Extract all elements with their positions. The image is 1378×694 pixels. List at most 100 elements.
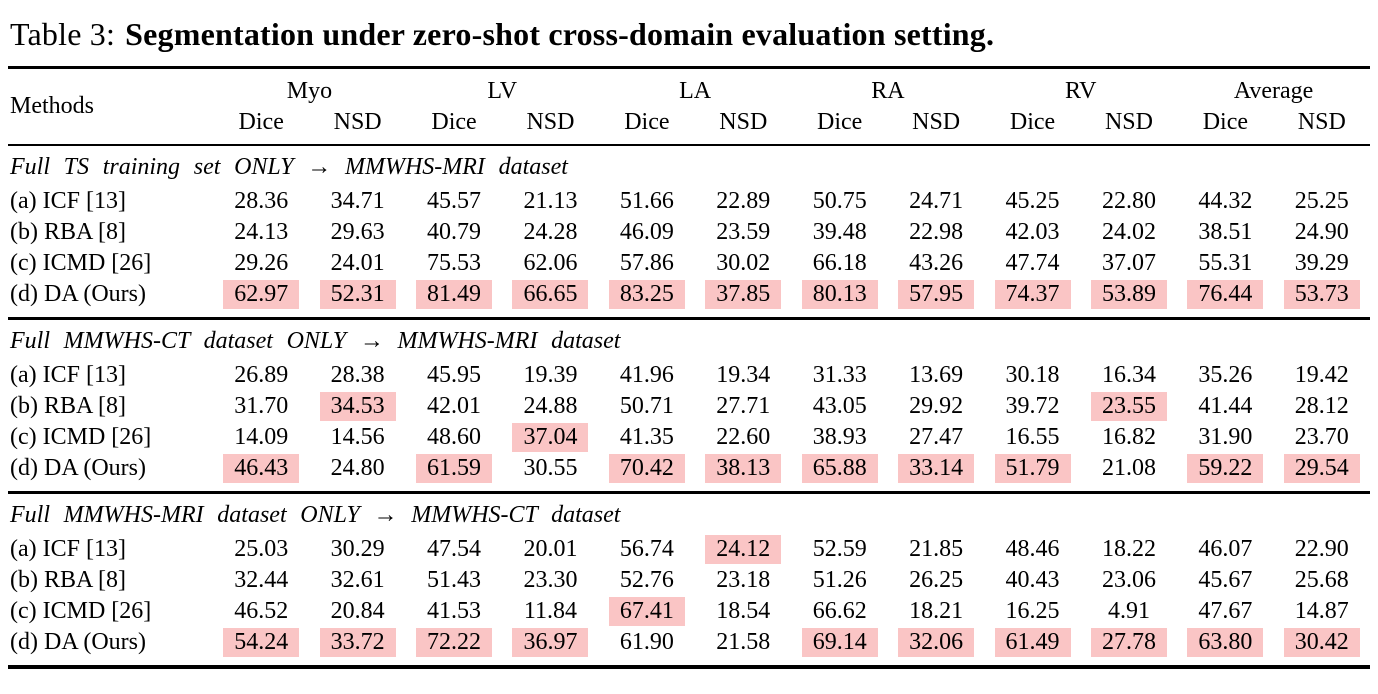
table-section: Full MMWHS-CT dataset ONLY → MMWHS-MRI d…	[8, 320, 1370, 494]
value: 20.84	[330, 598, 385, 624]
highlighted-value: 33.14	[898, 454, 975, 483]
value-cell: 61.90	[599, 628, 695, 657]
value-cell: 51.79	[984, 454, 1080, 483]
value: 35.26	[1198, 362, 1253, 388]
value: 22.60	[716, 424, 771, 450]
value: 24.13	[234, 219, 289, 245]
value: 66.62	[812, 598, 867, 624]
value-cell: 30.18	[984, 361, 1080, 390]
value-cell: 39.72	[984, 392, 1080, 421]
value: 41.96	[619, 362, 674, 388]
top-rule	[8, 66, 1370, 69]
value: 38.51	[1198, 219, 1253, 245]
value: 16.82	[1101, 424, 1156, 450]
value-cell: 32.61	[309, 566, 405, 595]
value: 51.43	[427, 567, 482, 593]
value: 31.90	[1198, 424, 1253, 450]
highlighted-value: 80.13	[801, 280, 878, 309]
value-cell: 56.74	[599, 535, 695, 564]
value-cell: 24.90	[1274, 218, 1370, 247]
value: 57.86	[619, 250, 674, 276]
value: 24.88	[523, 393, 578, 419]
highlighted-value: 65.88	[801, 454, 878, 483]
value: 21.08	[1101, 455, 1156, 481]
paper-table-page: Table 3: Segmentation under zero-shot cro…	[8, 8, 1370, 669]
value: 27.47	[909, 424, 964, 450]
value-cell: 20.84	[309, 597, 405, 626]
method-label: (a) ICF [13]	[10, 536, 126, 562]
value: 32.44	[234, 567, 289, 593]
highlighted-value: 67.41	[608, 597, 685, 626]
highlighted-value: 46.43	[223, 454, 300, 483]
value: 45.25	[1005, 188, 1060, 214]
header-rule	[8, 144, 1370, 146]
table-section: Full TS training set ONLY → MMWHS-MRI da…	[8, 146, 1370, 320]
highlighted-value: 37.04	[512, 423, 589, 452]
value-cell: 19.42	[1274, 361, 1370, 390]
value: 23.70	[1294, 424, 1349, 450]
value: 45.67	[1198, 567, 1253, 593]
value: 42.01	[427, 393, 482, 419]
method-label: (d) DA (Ours)	[10, 455, 146, 481]
value-cell: 18.21	[888, 597, 984, 626]
metric-header: Dice	[431, 109, 477, 135]
value-cell: 28.12	[1274, 392, 1370, 421]
value-cell: 80.13	[791, 280, 887, 309]
value-cell: 24.71	[888, 187, 984, 216]
value-cell: 67.41	[599, 597, 695, 626]
value-cell: 37.04	[502, 423, 598, 452]
table-row: (d) DA (Ours) 62.97 52.31 81.49 66.65 83.25 37…	[8, 279, 1370, 310]
method-label: (a) ICF [13]	[10, 362, 126, 388]
value: 21.85	[909, 536, 964, 562]
highlighted-value: 33.72	[319, 628, 396, 657]
value-cell: 42.01	[406, 392, 502, 421]
value-cell: 61.59	[406, 454, 502, 483]
table-row: (b) RBA [8] 24.13 29.63 40.79 24.28 46.09 23.5…	[8, 217, 1370, 248]
value: 30.02	[716, 250, 771, 276]
value-cell: 18.54	[695, 597, 791, 626]
value-cell: 46.52	[213, 597, 309, 626]
value-cell: 26.25	[888, 566, 984, 595]
value-cell: 50.75	[791, 187, 887, 216]
value-cell: 24.01	[309, 249, 405, 278]
highlighted-value: 74.37	[994, 280, 1071, 309]
value: 61.90	[619, 629, 674, 655]
value-cell: 74.37	[984, 280, 1080, 309]
value-cell: 38.93	[791, 423, 887, 452]
value: 42.03	[1005, 219, 1060, 245]
value-cell: 45.57	[406, 187, 502, 216]
value-cell: 21.85	[888, 535, 984, 564]
value-cell: 23.55	[1081, 392, 1177, 421]
value-cell: 30.42	[1274, 628, 1370, 657]
value: 48.46	[1005, 536, 1060, 562]
highlighted-value: 61.59	[416, 454, 493, 483]
value-cell: 41.44	[1177, 392, 1273, 421]
value-cell: 29.63	[309, 218, 405, 247]
value-cell: 19.39	[502, 361, 598, 390]
metric-header: Dice	[238, 109, 284, 135]
value: 14.09	[234, 424, 289, 450]
value-cell: 54.24	[213, 628, 309, 657]
value-cell: 39.29	[1274, 249, 1370, 278]
highlighted-value: 81.49	[416, 280, 493, 309]
table-caption: Table 3: Segmentation under zero-shot cro…	[8, 8, 1370, 66]
value: 16.25	[1005, 598, 1060, 624]
value: 24.02	[1101, 219, 1156, 245]
value: 39.29	[1294, 250, 1349, 276]
highlighted-value: 72.22	[416, 628, 493, 657]
table-caption-text: Segmentation under zero-shot cross-domai…	[125, 16, 995, 52]
value-cell: 29.92	[888, 392, 984, 421]
value-cell: 48.60	[406, 423, 502, 452]
value-cell: 46.43	[213, 454, 309, 483]
value-cell: 30.02	[695, 249, 791, 278]
value-cell: 32.06	[888, 628, 984, 657]
highlighted-value: 32.06	[898, 628, 975, 657]
value: 23.59	[716, 219, 771, 245]
value: 47.74	[1005, 250, 1060, 276]
value-cell: 31.90	[1177, 423, 1273, 452]
value-cell: 53.89	[1081, 280, 1177, 309]
highlighted-value: 27.78	[1090, 628, 1167, 657]
value-cell: 69.14	[791, 628, 887, 657]
value-cell: 14.09	[213, 423, 309, 452]
value: 24.28	[523, 219, 578, 245]
